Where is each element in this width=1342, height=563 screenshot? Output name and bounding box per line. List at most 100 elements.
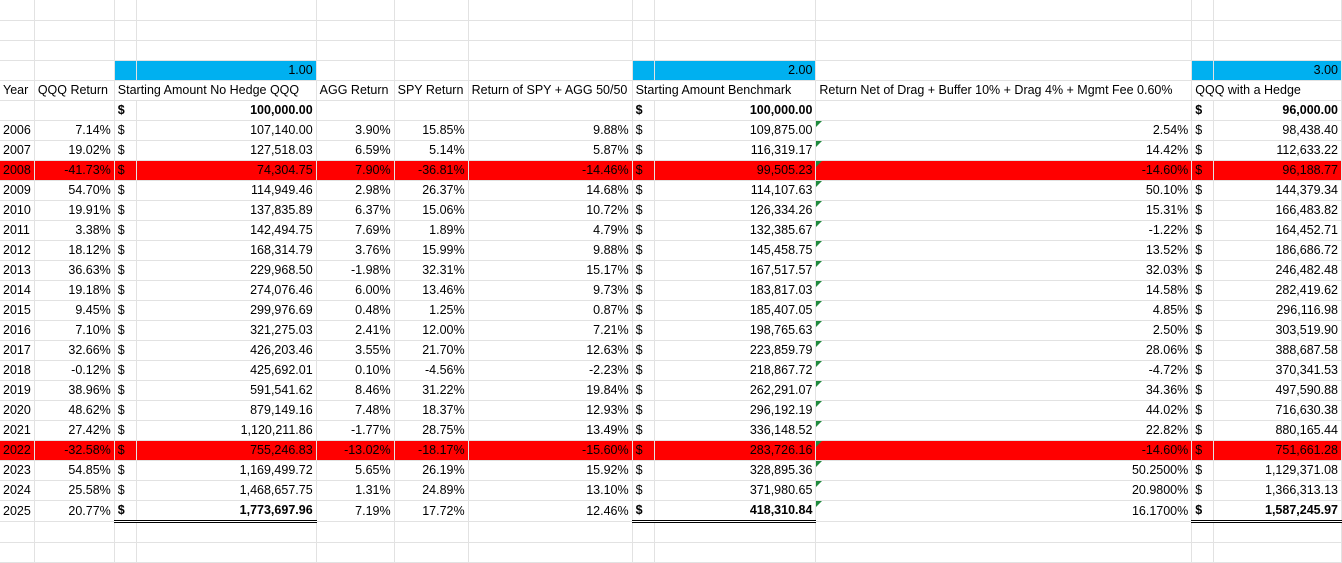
currency-cell[interactable]: $: [1191, 180, 1215, 201]
hedge-amount-cell[interactable]: 751,661.28: [1213, 440, 1342, 461]
currency-cell[interactable]: $: [632, 500, 655, 523]
qqq-return-cell[interactable]: 25.58%: [34, 480, 115, 501]
return-5050-cell[interactable]: 5.87%: [468, 140, 633, 161]
spy-return-cell[interactable]: 12.00%: [394, 320, 469, 341]
benchmark-amount-cell[interactable]: 296,192.19: [654, 400, 817, 421]
return-5050-cell[interactable]: 15.92%: [468, 460, 633, 481]
spy-return-cell[interactable]: 1.89%: [394, 220, 469, 241]
agg-return-cell[interactable]: 2.41%: [316, 320, 395, 341]
spy-return-cell[interactable]: 32.31%: [394, 260, 469, 281]
return-5050-cell[interactable]: -15.60%: [468, 440, 633, 461]
return-5050-cell[interactable]: 12.63%: [468, 340, 633, 361]
qqq-return-cell[interactable]: 38.96%: [34, 380, 115, 401]
no-hedge-amount-cell[interactable]: 879,149.16: [136, 400, 317, 421]
agg-return-cell[interactable]: 5.65%: [316, 460, 395, 481]
net-return-cell[interactable]: 32.03%: [815, 260, 1193, 281]
no-hedge-amount-cell[interactable]: 1,773,697.96: [136, 500, 317, 523]
net-return-cell[interactable]: 34.36%: [815, 380, 1193, 401]
no-hedge-amount-cell[interactable]: 1,468,657.75: [136, 480, 317, 501]
year-cell[interactable]: 2014: [0, 280, 35, 301]
net-return-cell[interactable]: 2.50%: [815, 320, 1193, 341]
hedge-amount-cell[interactable]: 98,438.40: [1213, 120, 1342, 141]
agg-return-cell[interactable]: 7.48%: [316, 400, 395, 421]
net-return-cell[interactable]: 22.82%: [815, 420, 1193, 441]
return-5050-cell[interactable]: 13.49%: [468, 420, 633, 441]
header-agg-return[interactable]: AGG Return: [316, 80, 395, 101]
currency-cell[interactable]: $: [1191, 480, 1215, 501]
benchmark-amount-cell[interactable]: 223,859.79: [654, 340, 817, 361]
spy-return-cell[interactable]: 21.70%: [394, 340, 469, 361]
hedge-amount-cell[interactable]: 370,341.53: [1213, 360, 1342, 381]
year-cell[interactable]: 2006: [0, 120, 35, 141]
spy-return-cell[interactable]: -36.81%: [394, 160, 469, 181]
net-return-cell[interactable]: 13.52%: [815, 240, 1193, 261]
year-cell[interactable]: 2023: [0, 460, 35, 481]
return-5050-cell[interactable]: 12.93%: [468, 400, 633, 421]
no-hedge-amount-cell[interactable]: 591,541.62: [136, 380, 317, 401]
no-hedge-amount-cell[interactable]: 229,968.50: [136, 260, 317, 281]
hedge-amount-cell[interactable]: 497,590.88: [1213, 380, 1342, 401]
agg-return-cell[interactable]: 6.00%: [316, 280, 395, 301]
no-hedge-amount-cell[interactable]: 1,169,499.72: [136, 460, 317, 481]
initial-hedge[interactable]: 96,000.00: [1213, 100, 1342, 121]
no-hedge-amount-cell[interactable]: 114,949.46: [136, 180, 317, 201]
header-return-5050[interactable]: Return of SPY + AGG 50/50: [468, 80, 633, 101]
hedge-amount-cell[interactable]: 96,188.77: [1213, 160, 1342, 181]
currency-cell[interactable]: $: [114, 140, 137, 161]
spy-return-cell[interactable]: 31.22%: [394, 380, 469, 401]
currency-cell[interactable]: $: [114, 220, 137, 241]
currency-cell[interactable]: $: [632, 100, 655, 121]
benchmark-amount-cell[interactable]: 262,291.07: [654, 380, 817, 401]
currency-cell[interactable]: $: [114, 320, 137, 341]
year-cell[interactable]: 2007: [0, 140, 35, 161]
currency-cell[interactable]: $: [632, 240, 655, 261]
hedge-amount-cell[interactable]: 1,129,371.08: [1213, 460, 1342, 481]
hedge-amount-cell[interactable]: 112,633.22: [1213, 140, 1342, 161]
currency-cell[interactable]: $: [114, 420, 137, 441]
return-5050-cell[interactable]: 9.73%: [468, 280, 633, 301]
currency-cell[interactable]: $: [632, 340, 655, 361]
currency-cell[interactable]: $: [114, 300, 137, 321]
return-5050-cell[interactable]: 9.88%: [468, 240, 633, 261]
currency-cell[interactable]: $: [114, 240, 137, 261]
year-cell[interactable]: 2019: [0, 380, 35, 401]
currency-cell[interactable]: $: [114, 180, 137, 201]
currency-cell[interactable]: $: [114, 400, 137, 421]
return-5050-cell[interactable]: 15.17%: [468, 260, 633, 281]
currency-cell[interactable]: $: [1191, 260, 1215, 281]
hedge-amount-cell[interactable]: 164,452.71: [1213, 220, 1342, 241]
benchmark-amount-cell[interactable]: 99,505.23: [654, 160, 817, 181]
spy-return-cell[interactable]: 26.19%: [394, 460, 469, 481]
currency-cell[interactable]: $: [1191, 240, 1215, 261]
currency-cell[interactable]: $: [114, 460, 137, 481]
currency-cell[interactable]: $: [632, 400, 655, 421]
currency-cell[interactable]: $: [1191, 200, 1215, 221]
benchmark-amount-cell[interactable]: 183,817.03: [654, 280, 817, 301]
agg-return-cell[interactable]: 0.10%: [316, 360, 395, 381]
year-cell[interactable]: 2008: [0, 160, 35, 181]
hedge-amount-cell[interactable]: 166,483.82: [1213, 200, 1342, 221]
return-5050-cell[interactable]: -2.23%: [468, 360, 633, 381]
net-return-cell[interactable]: 14.42%: [815, 140, 1193, 161]
no-hedge-amount-cell[interactable]: 137,835.89: [136, 200, 317, 221]
header-qqq-hedge[interactable]: QQQ with a Hedge: [1191, 80, 1342, 101]
qqq-return-cell[interactable]: 20.77%: [34, 500, 115, 522]
return-5050-cell[interactable]: 4.79%: [468, 220, 633, 241]
no-hedge-amount-cell[interactable]: 168,314.79: [136, 240, 317, 261]
spy-return-cell[interactable]: 18.37%: [394, 400, 469, 421]
currency-cell[interactable]: $: [632, 420, 655, 441]
benchmark-amount-cell[interactable]: 126,334.26: [654, 200, 817, 221]
no-hedge-amount-cell[interactable]: 127,518.03: [136, 140, 317, 161]
currency-cell[interactable]: $: [114, 500, 137, 523]
year-cell[interactable]: 2011: [0, 220, 35, 241]
hedge-amount-cell[interactable]: 1,587,245.97: [1213, 500, 1342, 523]
currency-cell[interactable]: $: [632, 460, 655, 481]
return-5050-cell[interactable]: 12.46%: [468, 500, 633, 522]
benchmark-amount-cell[interactable]: 114,107.63: [654, 180, 817, 201]
qqq-return-cell[interactable]: 7.14%: [34, 120, 115, 141]
agg-return-cell[interactable]: 3.55%: [316, 340, 395, 361]
benchmark-amount-cell[interactable]: 198,765.63: [654, 320, 817, 341]
spy-return-cell[interactable]: 24.89%: [394, 480, 469, 501]
spy-return-cell[interactable]: 26.37%: [394, 180, 469, 201]
qqq-return-cell[interactable]: 27.42%: [34, 420, 115, 441]
